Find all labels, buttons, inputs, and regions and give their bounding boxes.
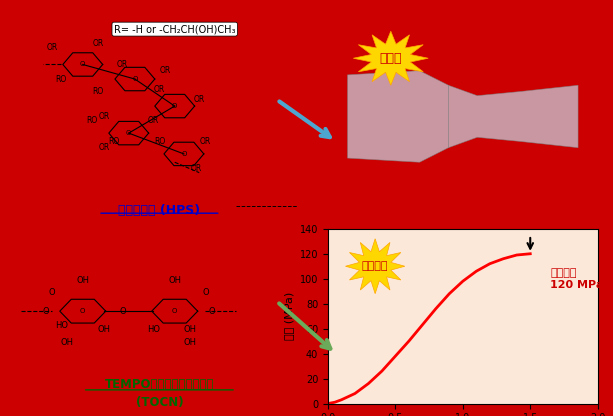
Text: O: O	[172, 308, 177, 314]
Text: OR: OR	[154, 85, 165, 94]
Text: O: O	[80, 62, 85, 67]
Polygon shape	[449, 85, 578, 148]
FancyArrowPatch shape	[280, 102, 330, 137]
Text: (TOCN): (TOCN)	[135, 396, 183, 409]
Text: RO: RO	[93, 87, 104, 96]
Text: 高强度！: 高强度！	[362, 261, 389, 271]
Y-axis label: 应力 (MPa): 应力 (MPa)	[284, 292, 294, 340]
Text: OR: OR	[99, 143, 110, 152]
Text: 断裂强度
120 MPa: 断裂强度 120 MPa	[550, 268, 604, 290]
Text: HO: HO	[55, 321, 68, 330]
Text: OR: OR	[148, 116, 159, 125]
Text: O: O	[126, 130, 131, 136]
Text: O: O	[80, 308, 85, 314]
Text: OR: OR	[191, 164, 202, 173]
Text: OR: OR	[117, 60, 128, 69]
Text: RO: RO	[154, 137, 165, 146]
Text: OR: OR	[160, 66, 171, 75]
Text: OH: OH	[97, 325, 111, 334]
Text: RO: RO	[86, 116, 97, 125]
Text: OH: OH	[168, 275, 181, 285]
Text: HO: HO	[147, 325, 160, 334]
Text: OR: OR	[47, 43, 58, 52]
Text: O: O	[208, 307, 215, 316]
Text: OH: OH	[183, 325, 197, 334]
Text: OR: OR	[93, 39, 104, 48]
Text: OR: OR	[200, 137, 211, 146]
Text: OR: OR	[194, 95, 205, 104]
Text: TEMPO氧化纤维素纳米纤维: TEMPO氧化纤维素纳米纤维	[105, 378, 214, 391]
Polygon shape	[346, 239, 405, 294]
Text: RO: RO	[108, 137, 119, 146]
Text: O: O	[43, 307, 49, 316]
Text: 羟丙基淀粉 (HPS): 羟丙基淀粉 (HPS)	[118, 203, 200, 217]
Polygon shape	[348, 71, 449, 162]
Text: RO: RO	[56, 74, 67, 84]
Text: R= -H or -CH₂CH(OH)CH₃: R= -H or -CH₂CH(OH)CH₃	[114, 24, 235, 34]
Text: O: O	[181, 151, 186, 157]
Polygon shape	[353, 31, 428, 85]
FancyArrowPatch shape	[279, 303, 330, 349]
Text: 透明！: 透明！	[379, 52, 402, 65]
Text: 复合塑料膜: 复合塑料膜	[440, 20, 485, 35]
Text: O: O	[120, 307, 126, 316]
Text: O: O	[132, 76, 137, 82]
Text: O: O	[49, 288, 55, 297]
Text: O: O	[172, 103, 177, 109]
Text: OH: OH	[76, 275, 89, 285]
Text: O: O	[202, 288, 208, 297]
Text: OR: OR	[99, 112, 110, 121]
Text: OH: OH	[183, 338, 197, 347]
Text: OH: OH	[61, 338, 74, 347]
